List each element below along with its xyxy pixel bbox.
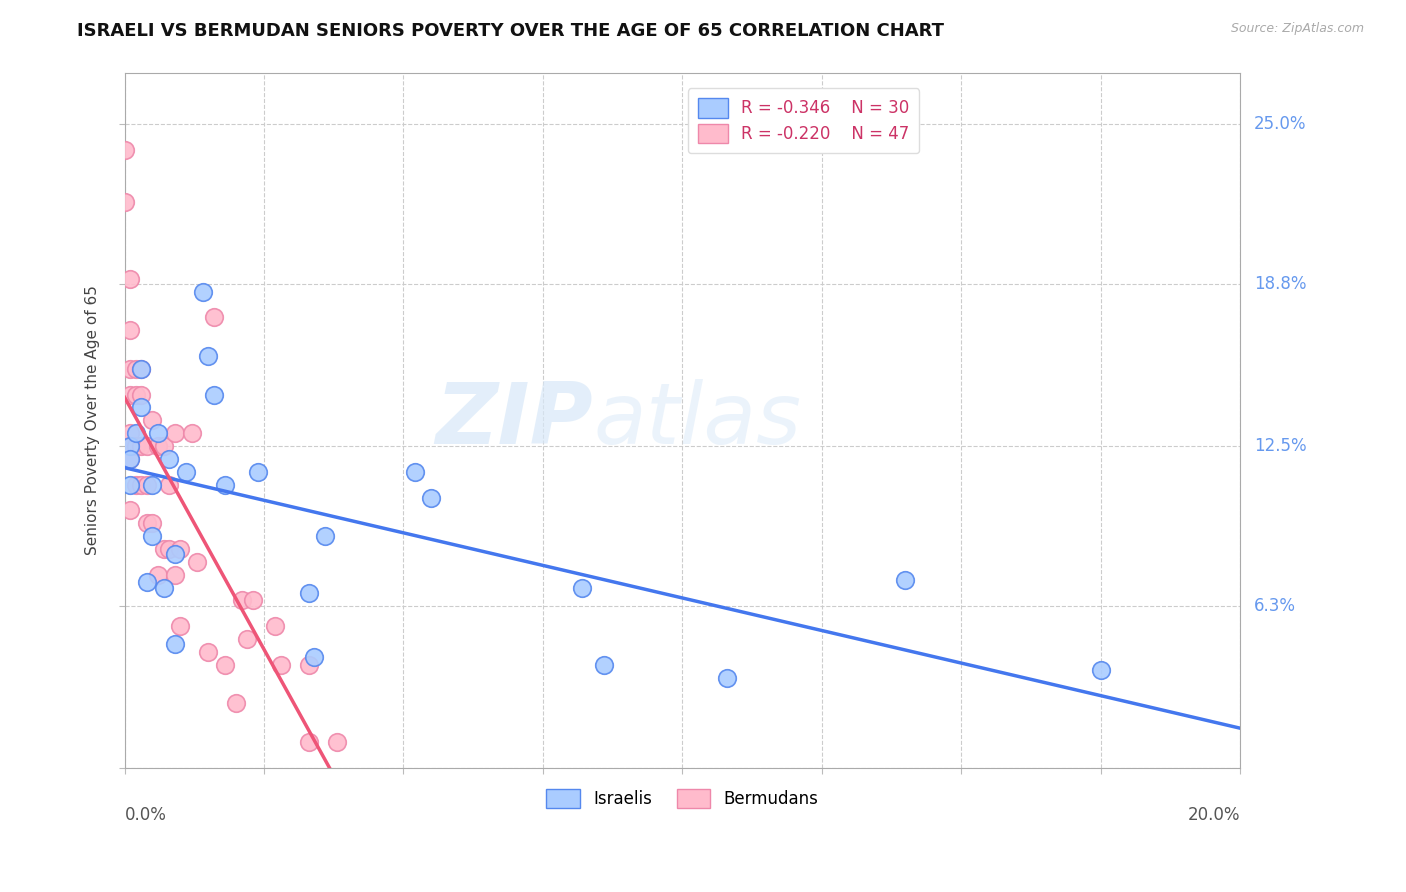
Point xyxy=(125,426,148,441)
Text: 12.5%: 12.5% xyxy=(1254,437,1306,455)
Point xyxy=(264,619,287,633)
Point xyxy=(131,362,153,376)
Point xyxy=(131,362,153,376)
Point xyxy=(202,310,225,325)
Point xyxy=(894,573,917,587)
Point xyxy=(304,650,326,665)
Point xyxy=(152,439,174,453)
Point xyxy=(247,465,270,479)
Point xyxy=(120,387,142,401)
Point xyxy=(120,452,142,467)
Point xyxy=(180,426,202,441)
Text: ZIP: ZIP xyxy=(436,379,593,462)
Point xyxy=(146,426,169,441)
Point xyxy=(231,593,253,607)
Point xyxy=(716,671,738,685)
Point xyxy=(197,349,219,363)
Point xyxy=(214,477,236,491)
Point xyxy=(141,529,163,543)
Point xyxy=(186,555,208,569)
Point xyxy=(242,593,264,607)
Point xyxy=(157,541,180,556)
Point xyxy=(152,581,174,595)
Text: 25.0%: 25.0% xyxy=(1254,115,1306,134)
Point xyxy=(120,503,142,517)
Point xyxy=(135,439,157,453)
Point xyxy=(163,426,186,441)
Point xyxy=(120,323,142,337)
Point xyxy=(120,439,142,453)
Point xyxy=(131,387,153,401)
Point xyxy=(131,477,153,491)
Point xyxy=(152,541,174,556)
Text: ISRAELI VS BERMUDAN SENIORS POVERTY OVER THE AGE OF 65 CORRELATION CHART: ISRAELI VS BERMUDAN SENIORS POVERTY OVER… xyxy=(77,22,945,40)
Point xyxy=(1090,663,1112,677)
Point xyxy=(135,575,157,590)
Point xyxy=(120,362,142,376)
Point xyxy=(114,194,136,209)
Point xyxy=(131,439,153,453)
Point xyxy=(169,619,191,633)
Point xyxy=(571,581,593,595)
Point xyxy=(157,477,180,491)
Point xyxy=(163,567,186,582)
Point xyxy=(225,697,247,711)
Point xyxy=(157,452,180,467)
Point xyxy=(298,735,321,749)
Point xyxy=(202,387,225,401)
Text: 18.8%: 18.8% xyxy=(1254,275,1306,293)
Point xyxy=(169,541,191,556)
Point xyxy=(298,657,321,672)
Point xyxy=(114,143,136,157)
Point xyxy=(593,657,616,672)
Point xyxy=(214,657,236,672)
Point xyxy=(125,387,148,401)
Text: 20.0%: 20.0% xyxy=(1188,805,1240,824)
Point xyxy=(120,452,142,467)
Point xyxy=(120,272,142,286)
Point xyxy=(146,567,169,582)
Point xyxy=(314,529,336,543)
Point xyxy=(125,362,148,376)
Point xyxy=(197,645,219,659)
Point xyxy=(120,477,142,491)
Point xyxy=(404,465,426,479)
Point xyxy=(120,426,142,441)
Point xyxy=(120,439,142,453)
Point xyxy=(163,547,186,561)
Point xyxy=(141,516,163,531)
Point xyxy=(131,401,153,415)
Text: Source: ZipAtlas.com: Source: ZipAtlas.com xyxy=(1230,22,1364,36)
Point xyxy=(420,491,443,505)
Point xyxy=(236,632,259,646)
Point xyxy=(135,477,157,491)
Point xyxy=(325,735,347,749)
Point xyxy=(125,477,148,491)
Point xyxy=(270,657,292,672)
Point xyxy=(146,439,169,453)
Text: atlas: atlas xyxy=(593,379,801,462)
Text: 0.0%: 0.0% xyxy=(125,805,166,824)
Point xyxy=(174,465,197,479)
Point xyxy=(141,477,163,491)
Point xyxy=(135,516,157,531)
Point xyxy=(298,586,321,600)
Point xyxy=(141,413,163,427)
Point xyxy=(163,637,186,651)
Text: 6.3%: 6.3% xyxy=(1254,597,1296,615)
Point xyxy=(125,439,148,453)
Legend: Israelis, Bermudans: Israelis, Bermudans xyxy=(540,782,825,815)
Y-axis label: Seniors Poverty Over the Age of 65: Seniors Poverty Over the Age of 65 xyxy=(86,285,100,556)
Point xyxy=(191,285,214,299)
